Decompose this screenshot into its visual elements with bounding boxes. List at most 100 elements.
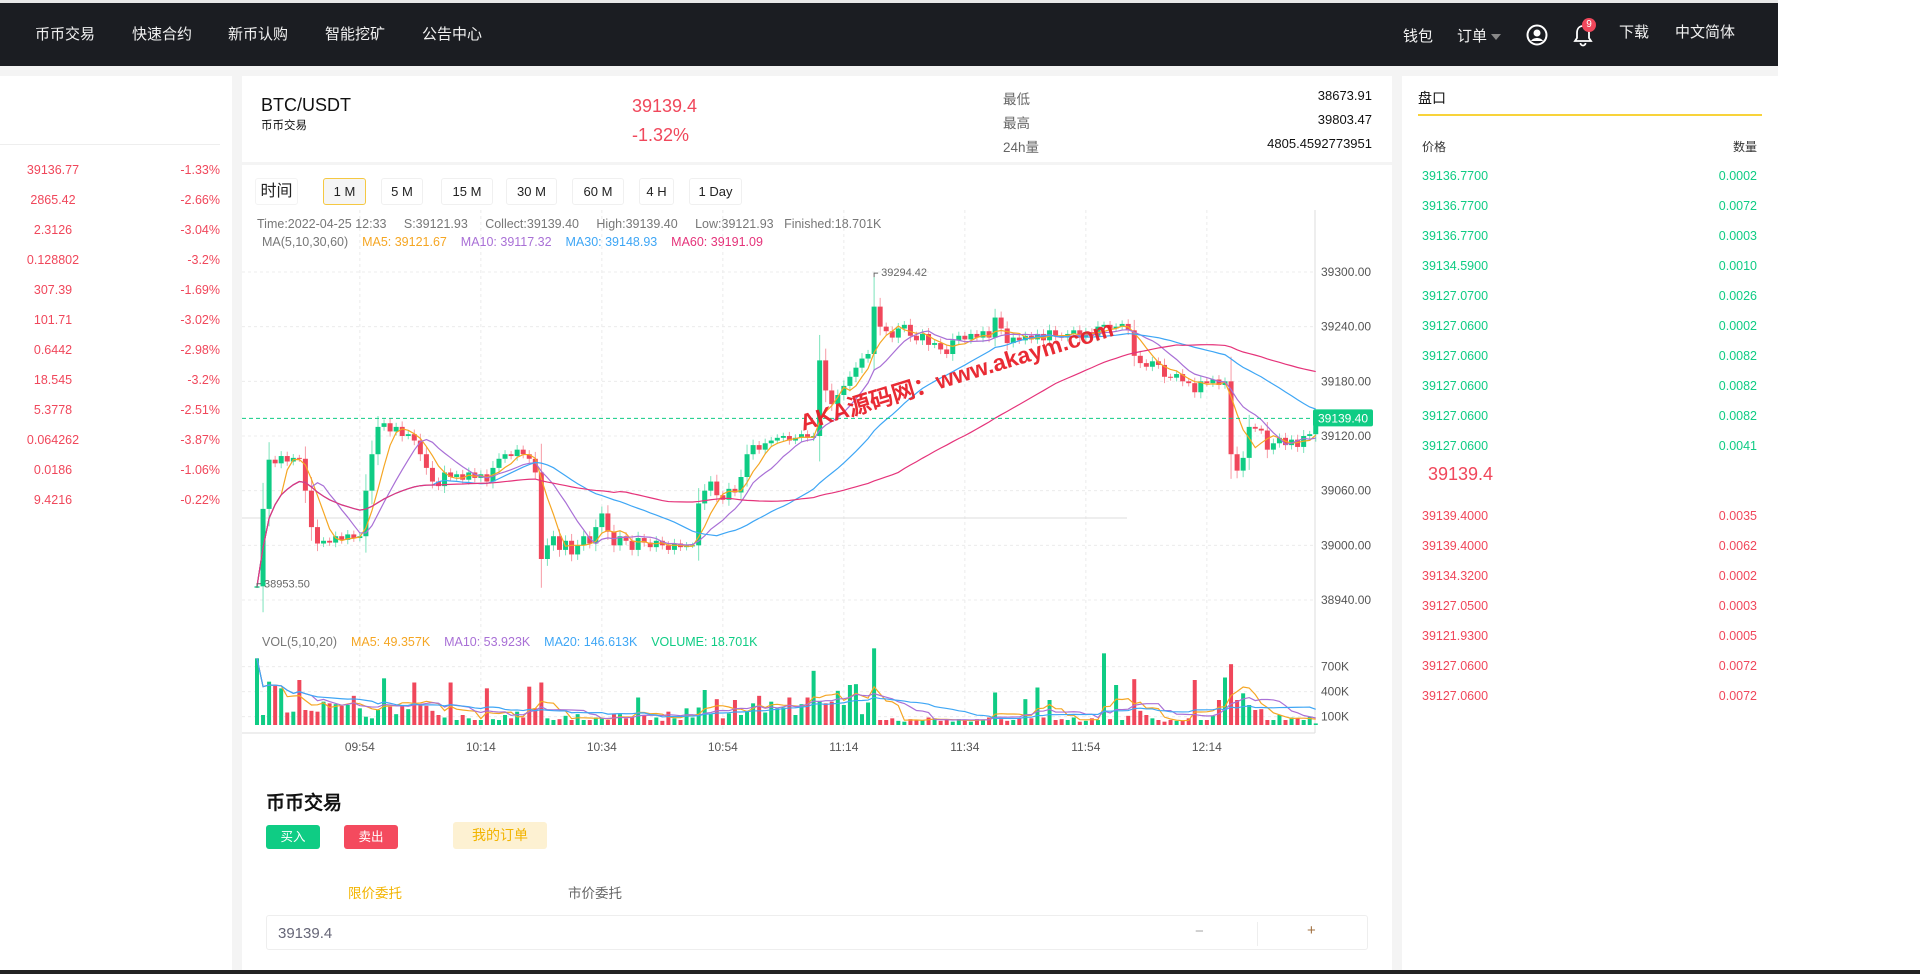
bid-row[interactable]: 39127.0600 0.0082: [1422, 349, 1757, 363]
bid-row[interactable]: 39134.5900 0.0010: [1422, 259, 1757, 273]
increment-button[interactable]: +: [1307, 922, 1316, 939]
bid-row[interactable]: 39127.0600 0.0002: [1422, 319, 1757, 333]
market-row[interactable]: 0.0186 -1.06%: [0, 463, 232, 483]
volume-bar: [1204, 720, 1209, 725]
market-row[interactable]: 0.6442 -2.98%: [0, 343, 232, 363]
ask-price: 39134.3200: [1422, 569, 1489, 583]
ask-row[interactable]: 39127.0600 0.0072: [1422, 689, 1757, 703]
candle-body: [1174, 374, 1180, 378]
market-row[interactable]: 0.128802 -3.2%: [0, 253, 232, 273]
volume-bar: [962, 720, 967, 725]
min-marker-label: 38953.50: [264, 579, 310, 591]
interval-4h[interactable]: 4 H: [639, 178, 674, 205]
nav-mining[interactable]: 智能挖矿: [325, 26, 386, 43]
ask-row[interactable]: 39139.4000 0.0062: [1422, 539, 1757, 553]
volume-bar: [1047, 700, 1052, 725]
kline-chart[interactable]: 09:54 10:14 10:34 10:54 11:14 11:34 11:54 12:14…: [242, 210, 1392, 755]
candle-body: [835, 395, 841, 405]
bid-row[interactable]: 39136.7700 0.0003: [1422, 229, 1757, 243]
bid-row[interactable]: 39136.7700 0.0072: [1422, 199, 1757, 213]
tab-market-order[interactable]: 市价委托: [568, 886, 622, 901]
ma-legend: MA(5,10,30,60) MA5: 39121.67 MA10: 39117…: [262, 235, 763, 249]
ask-qty: 0.0035: [1718, 509, 1757, 523]
market-price: 18.545: [33, 373, 73, 387]
nav-orders[interactable]: 订单: [1457, 25, 1502, 46]
nav-language[interactable]: 中文简体: [1675, 24, 1736, 41]
ask-row[interactable]: 39127.0500 0.0003: [1422, 599, 1757, 613]
price-input[interactable]: 39139.4 − +: [266, 915, 1368, 950]
candle-body: [429, 467, 435, 482]
nav-new-coin[interactable]: 新币认购: [228, 26, 289, 43]
tab-limit-order[interactable]: 限价委托: [348, 886, 402, 901]
market-row[interactable]: 18.545 -3.2%: [0, 373, 232, 393]
volume-bar: [490, 719, 495, 725]
market-row[interactable]: 101.71 -3.02%: [0, 313, 232, 333]
market-row[interactable]: 5.3778 -2.51%: [0, 403, 232, 423]
market-row[interactable]: 2865.42 -2.66%: [0, 193, 232, 213]
bid-row[interactable]: 39127.0700 0.0026: [1422, 289, 1757, 303]
bid-row[interactable]: 39127.0600 0.0082: [1422, 379, 1757, 393]
candle-body: [296, 457, 302, 459]
ask-row[interactable]: 39139.4000 0.0035: [1422, 509, 1757, 523]
candle-body: [532, 458, 538, 473]
bid-row[interactable]: 39127.0600 0.0041: [1422, 439, 1757, 453]
volume-bar: [575, 714, 580, 725]
nav-spot-trading[interactable]: 币币交易: [35, 26, 96, 43]
ask-row[interactable]: 39134.3200 0.0002: [1422, 569, 1757, 583]
ask-row[interactable]: 39127.0600 0.0072: [1422, 659, 1757, 673]
market-row[interactable]: 9.4216 -0.22%: [0, 493, 232, 513]
volume-bar: [938, 720, 943, 725]
user-icon[interactable]: [1526, 24, 1548, 51]
interval-1m[interactable]: 1 M: [323, 178, 366, 205]
volume-bar: [968, 721, 973, 725]
orderbook-panel: 盘口 价格 数量: [1402, 76, 1778, 970]
market-row[interactable]: 2.3126 -3.04%: [0, 223, 232, 243]
ma5-value: MA5: 39121.67: [362, 235, 447, 249]
bid-qty: 0.0002: [1718, 169, 1757, 183]
bid-price: 39127.0600: [1422, 349, 1489, 363]
bid-price: 39136.7700: [1422, 199, 1489, 213]
candle-body: [1004, 328, 1010, 344]
sell-button[interactable]: 卖出: [344, 825, 398, 849]
buy-button[interactable]: 买入: [266, 825, 320, 849]
market-price: 5.3778: [33, 403, 73, 417]
market-row[interactable]: 0.064262 -3.87%: [0, 433, 232, 453]
nav-wallet[interactable]: 钱包: [1403, 28, 1434, 45]
price-header: 价格: [1422, 140, 1447, 154]
volume-bar: [327, 703, 332, 725]
nav-quick-contract[interactable]: 快速合约: [132, 26, 193, 43]
price-tick-label: 39000.00: [1321, 538, 1371, 552]
volume-bar: [654, 717, 659, 725]
candle-body: [1137, 355, 1143, 364]
volume-bar: [1029, 718, 1034, 725]
volume-bar: [1120, 720, 1125, 725]
interval-1day[interactable]: 1 Day: [689, 178, 742, 205]
candle-body: [762, 443, 768, 450]
interval-30m[interactable]: 30 M: [506, 178, 557, 205]
volume-bar: [1186, 718, 1191, 725]
volume-bar: [1071, 717, 1076, 725]
candle-body: [496, 458, 502, 468]
candle-body: [1095, 326, 1101, 336]
info-high: High:39139.40: [596, 217, 678, 231]
ask-row[interactable]: 39121.9300 0.0005: [1422, 629, 1757, 643]
market-row[interactable]: 39136.77 -1.33%: [0, 163, 232, 183]
nav-download[interactable]: 下载: [1619, 24, 1650, 41]
my-orders-button[interactable]: 我的订单: [453, 822, 547, 849]
candle-body: [1101, 324, 1107, 327]
volume-bar: [1168, 720, 1173, 725]
interval-60m[interactable]: 60 M: [572, 178, 624, 205]
volume-bar: [466, 718, 471, 725]
candle-body: [369, 454, 375, 491]
trade-title: 币币交易: [266, 793, 343, 814]
bid-row[interactable]: 39127.0600 0.0082: [1422, 409, 1757, 423]
volume-bar: [690, 717, 695, 725]
interval-5m[interactable]: 5 M: [381, 178, 423, 205]
volume-bar: [1005, 720, 1010, 725]
market-row[interactable]: 307.39 -1.69%: [0, 283, 232, 303]
decrement-button[interactable]: −: [1195, 923, 1204, 940]
interval-15m[interactable]: 15 M: [441, 178, 493, 205]
market-change: -1.69%: [180, 283, 220, 297]
nav-announcements[interactable]: 公告中心: [422, 26, 483, 43]
bid-row[interactable]: 39136.7700 0.0002: [1422, 169, 1757, 183]
